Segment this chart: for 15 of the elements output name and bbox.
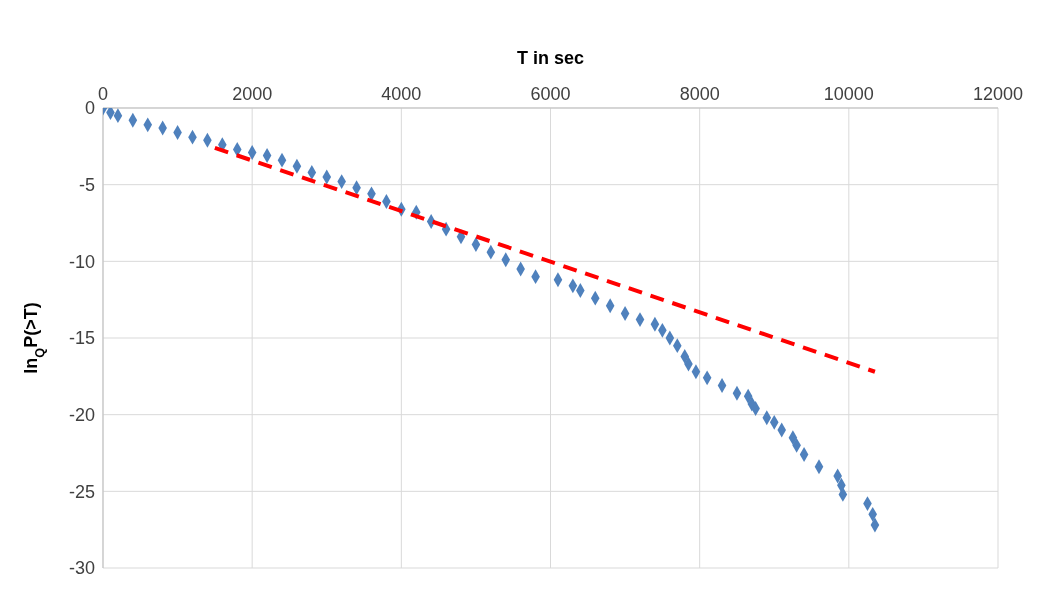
y-tick-label: -15 [68, 328, 95, 349]
x-tick-label: 0 [97, 84, 109, 104]
y-tick-label: -10 [68, 251, 95, 272]
y-tick-label: 0 [84, 98, 95, 119]
x-tick-label: 6000 [530, 84, 571, 104]
x-axis-title: T in sec [516, 48, 585, 68]
x-tick-label: 8000 [679, 84, 720, 104]
x-tick-label: 4000 [381, 84, 422, 104]
y-tick-label: -20 [68, 405, 95, 426]
x-tick-label: 10000 [823, 84, 874, 104]
y-tick-label: -25 [68, 481, 95, 502]
y-tick-label: -30 [68, 558, 95, 579]
x-tick-label: 2000 [232, 84, 273, 104]
x-tick-label: 12000 [972, 84, 1024, 104]
y-tick-label: -5 [78, 175, 95, 196]
